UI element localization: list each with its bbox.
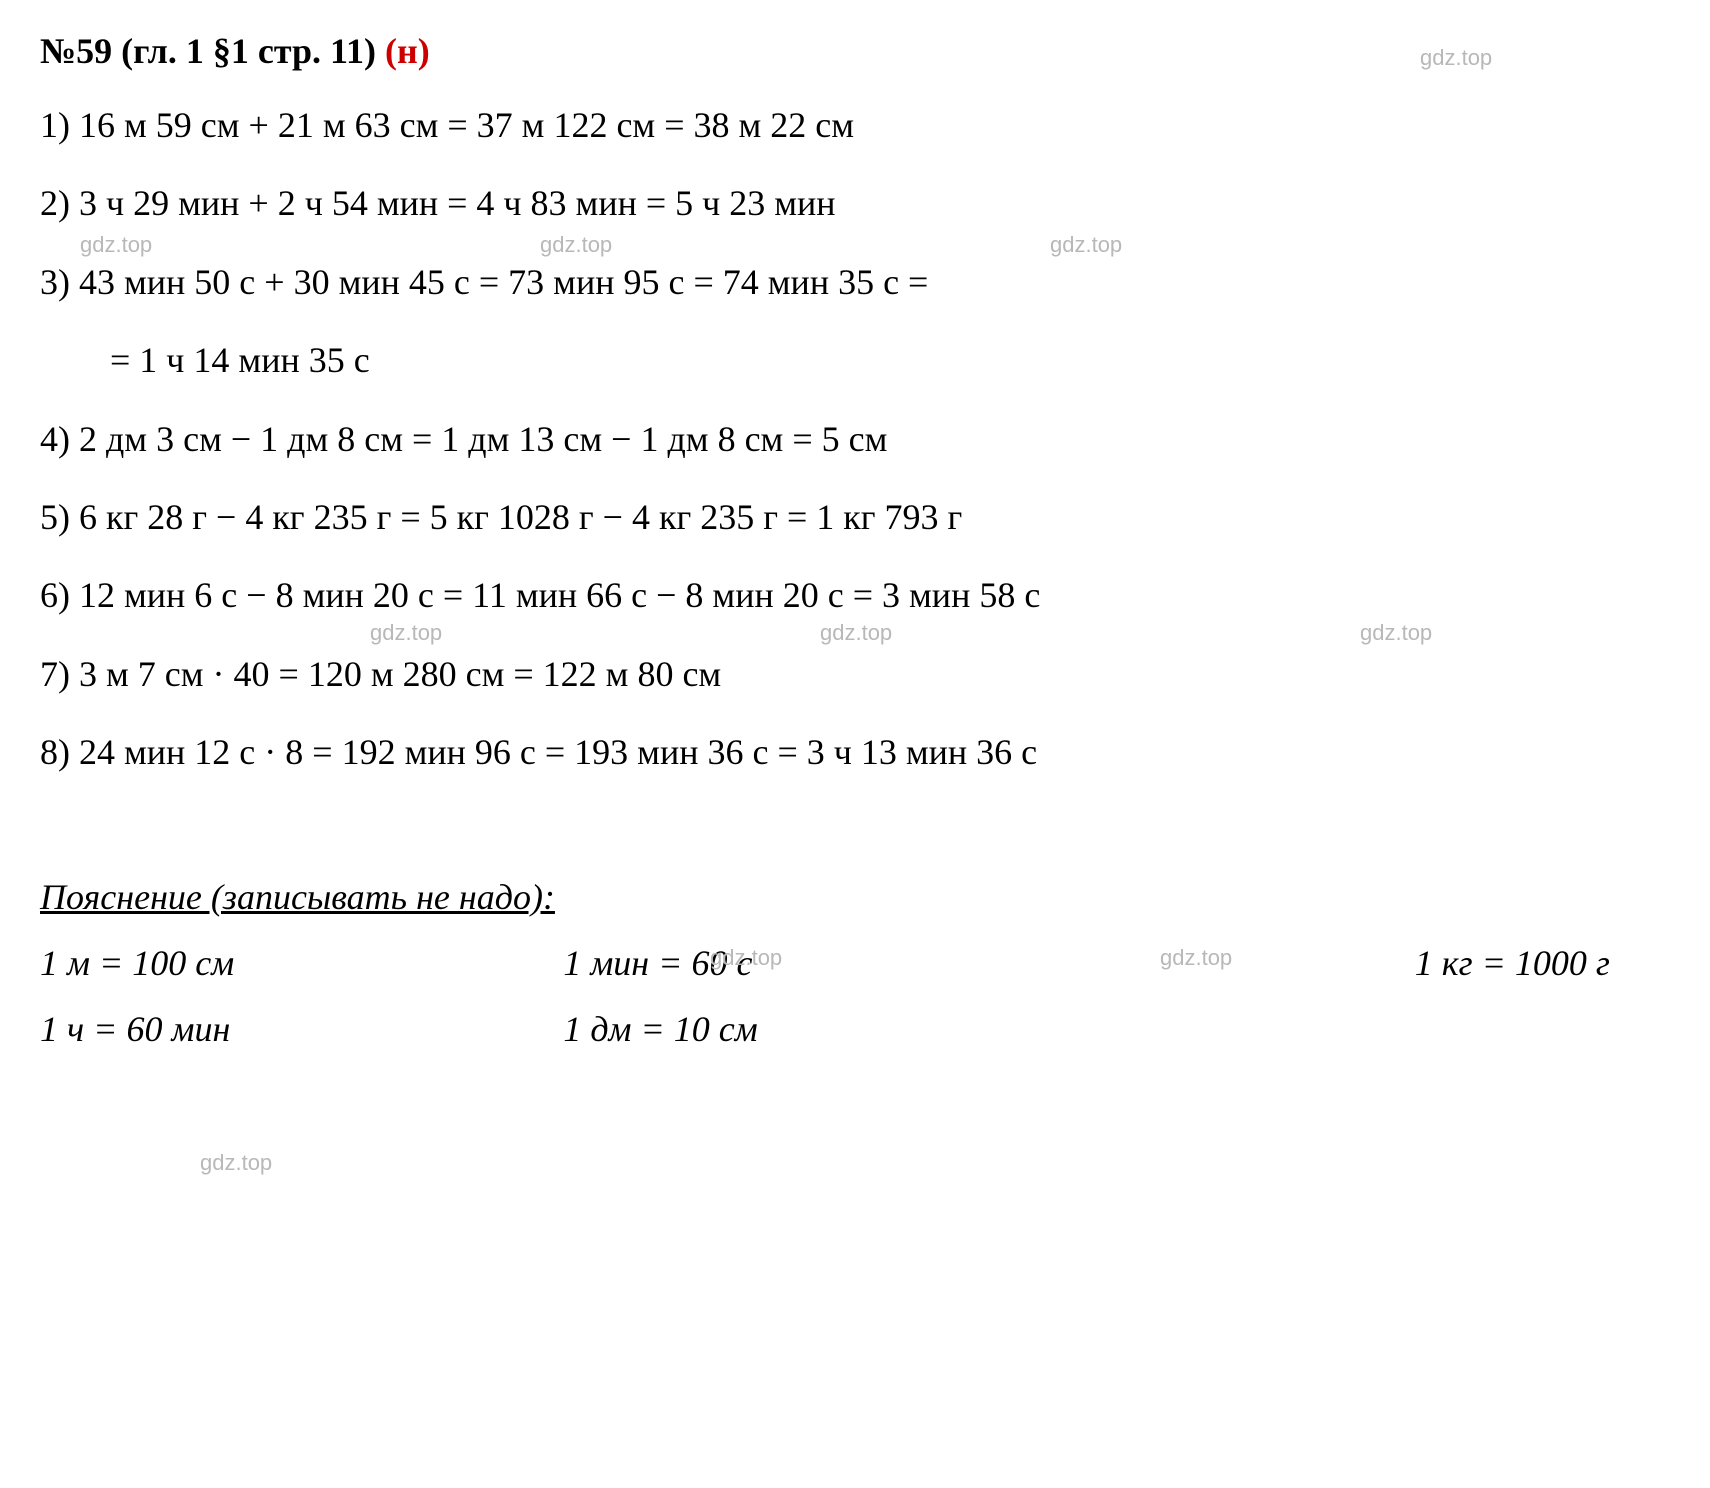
watermark: gdz.top [370, 620, 442, 646]
solution-line: 2) 3 ч 29 мин + 2 ч 54 мин = 4 ч 83 мин … [40, 178, 1670, 228]
solution-line: 4) 2 дм 3 см − 1 дм 8 см = 1 дм 13 см − … [40, 414, 1670, 464]
watermark: gdz.top [80, 232, 152, 258]
watermark: gdz.top [200, 1150, 272, 1176]
explanation-title: Пояснение (записывать не надо): [40, 876, 1670, 918]
solution-line: 8) 24 мин 12 с · 8 = 192 мин 96 с = 193 … [40, 727, 1670, 777]
watermark: gdz.top [820, 620, 892, 646]
explanation-cell: 1 м = 100 см [40, 942, 563, 984]
explanation-row: 1 м = 100 см 1 мин = 60 с 1 кг = 1000 г [40, 942, 1670, 984]
explanation-cell: 1 кг = 1000 г [1087, 942, 1670, 984]
heading-main: №59 (гл. 1 §1 стр. 11) [40, 31, 376, 71]
explanation-row: 1 ч = 60 мин 1 дм = 10 см [40, 1008, 1670, 1050]
watermark: gdz.top [1360, 620, 1432, 646]
explanation-cell: 1 дм = 10 см [563, 1008, 1086, 1050]
watermark: gdz.top [1050, 232, 1122, 258]
explanation-cell: 1 ч = 60 мин [40, 1008, 563, 1050]
heading-suffix: (н) [376, 31, 430, 71]
watermark: gdz.top [540, 232, 612, 258]
problem-heading: №59 (гл. 1 §1 стр. 11) (н) [40, 30, 1670, 72]
solution-line: 3) 43 мин 50 с + 30 мин 45 с = 73 мин 95… [40, 257, 1670, 307]
explanation-cell: 1 мин = 60 с [563, 942, 1086, 984]
solution-line: 1) 16 м 59 см + 21 м 63 см = 37 м 122 см… [40, 100, 1670, 150]
solution-line-continuation: = 1 ч 14 мин 35 с [40, 335, 1670, 385]
solution-line: 5) 6 кг 28 г − 4 кг 235 г = 5 кг 1028 г … [40, 492, 1670, 542]
explanation-cell [1087, 1008, 1670, 1050]
solution-line: 6) 12 мин 6 с − 8 мин 20 с = 11 мин 66 с… [40, 570, 1670, 620]
solution-line: 7) 3 м 7 см · 40 = 120 м 280 см = 122 м … [40, 649, 1670, 699]
